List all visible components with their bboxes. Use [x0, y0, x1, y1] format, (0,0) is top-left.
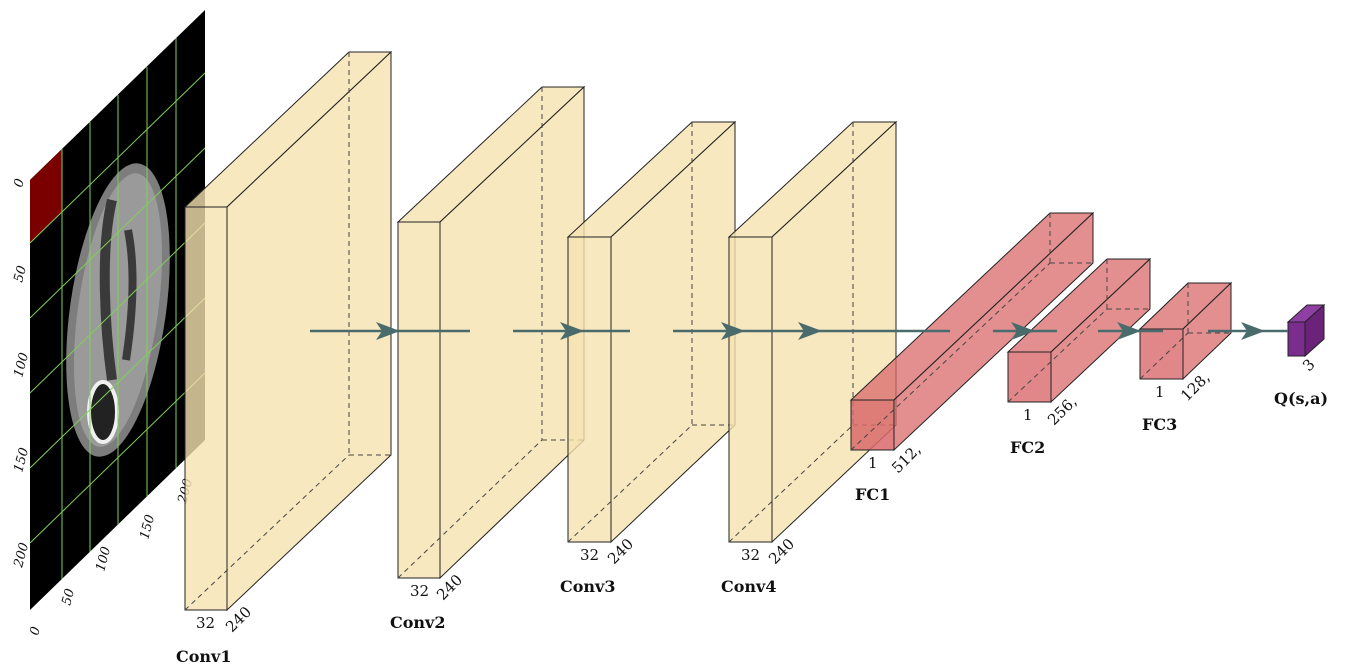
arrowhead-3	[721, 322, 745, 340]
svg-text:32: 32	[580, 546, 599, 564]
svg-text:50: 50	[59, 587, 78, 607]
svg-text:32: 32	[410, 582, 429, 600]
svg-text:200: 200	[11, 541, 32, 570]
svg-text:1: 1	[868, 454, 878, 472]
arrowhead-7	[1241, 322, 1265, 340]
svg-text:150: 150	[11, 446, 32, 474]
conv2-label: Conv2	[390, 613, 445, 632]
conv1-block: 32 240 Conv1	[176, 50, 393, 666]
svg-text:100: 100	[93, 545, 114, 573]
arrowhead-1	[376, 322, 400, 340]
fc1-label: FC1	[855, 485, 890, 504]
fc2-label: FC2	[1010, 438, 1045, 457]
arrowhead-2	[560, 322, 584, 340]
arrowhead-5	[1011, 322, 1035, 340]
svg-text:32: 32	[196, 614, 215, 632]
conv4-label: Conv4	[721, 577, 776, 596]
conv2-block: 32 240 Conv2	[390, 85, 586, 632]
conv1-label: Conv1	[176, 647, 231, 666]
arrowhead-6	[1117, 322, 1141, 340]
grid-lines	[29, 38, 206, 579]
bottom-axis-ticks: 0 50 100 150 200	[27, 477, 196, 637]
conv3-label: Conv3	[560, 577, 615, 596]
svg-text:100: 100	[11, 351, 32, 379]
svg-text:32: 32	[741, 546, 760, 564]
svg-text:50: 50	[11, 264, 30, 284]
svg-text:0: 0	[11, 177, 28, 189]
output-block: 3 Q(s,a)	[1274, 303, 1328, 408]
svg-text:0: 0	[27, 625, 44, 637]
arrowhead-4	[798, 322, 822, 340]
svg-text:150: 150	[137, 513, 158, 541]
conv4-block: 32 240 Conv4	[721, 120, 898, 596]
fc3-label: FC3	[1142, 415, 1177, 434]
input-mri-image: 0 50 100 150 200 0 50 100 150 200	[11, 10, 206, 637]
left-axis-ticks: 0 50 100 150 200	[11, 177, 32, 570]
conv3-block: 32 240 Conv3	[560, 120, 737, 596]
svg-text:1: 1	[1155, 383, 1165, 401]
arrowheads	[376, 322, 1265, 340]
output-label: Q(s,a)	[1274, 389, 1328, 408]
tumor-region	[87, 380, 119, 444]
svg-text:1: 1	[1023, 406, 1033, 424]
fc3-block: 1 128, FC3	[1138, 281, 1233, 434]
svg-text:3: 3	[1299, 355, 1318, 374]
